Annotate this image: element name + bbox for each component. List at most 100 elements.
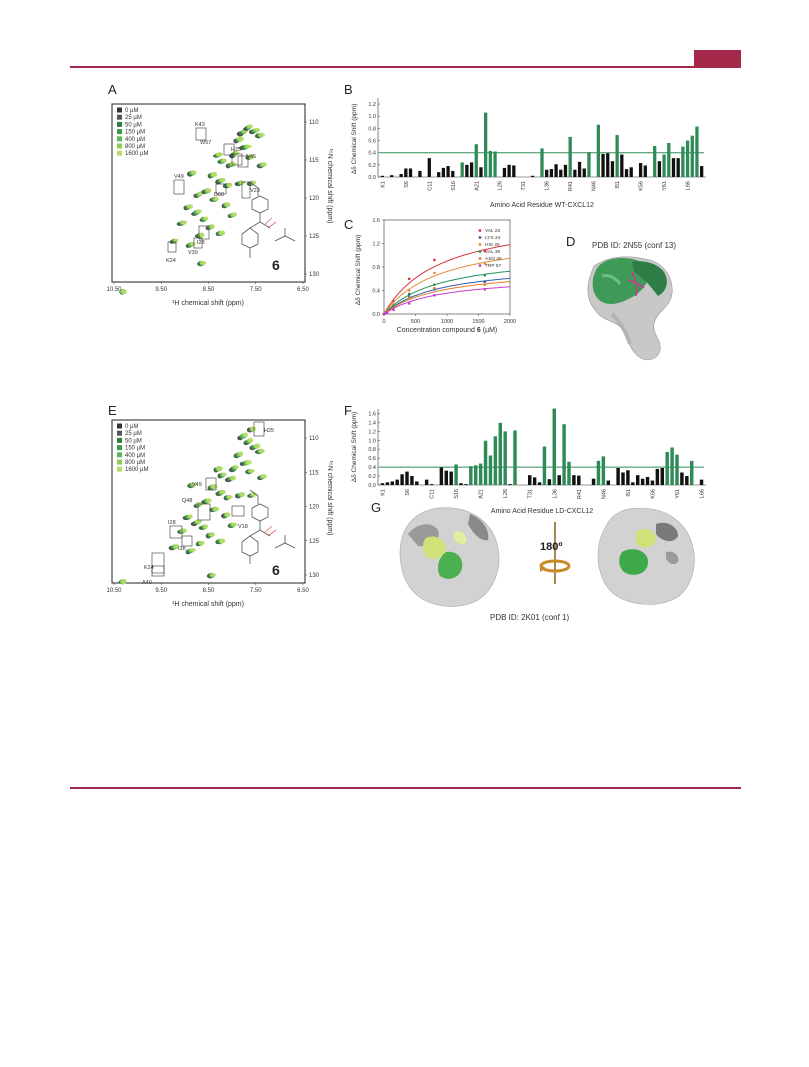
y-tick-label: 1.2: [368, 102, 376, 108]
y-tick-label: 1.0: [368, 438, 376, 444]
bar-residue-16: [454, 464, 458, 485]
data-point: [433, 271, 436, 275]
bar-residue-11: [427, 158, 431, 177]
y-tick-label: 0.0: [368, 483, 376, 489]
nmr-peak: [180, 220, 188, 225]
bar-chart-b: 0.0 0.2 0.4 0.6 0.8 1.0 1.2 K1 S6 C11 S16 A21 L26 T3…: [351, 98, 706, 209]
nmr-peak: [225, 202, 231, 207]
nmr-peak: [258, 449, 265, 453]
peak-label: V23: [250, 188, 260, 194]
bar-residue-59: [665, 451, 669, 485]
panel-letter-e: E: [108, 403, 117, 418]
peak-box: [205, 477, 217, 491]
peak-box: [181, 535, 193, 547]
x-axis-label: ¹H chemical shift (ppm): [172, 601, 244, 608]
nmr-peak: [200, 261, 207, 265]
legend-label: VAL 39: [485, 249, 501, 255]
peak-label: V39: [188, 250, 198, 256]
legend-swatch: [117, 430, 122, 436]
x-tick-label: 500: [411, 319, 420, 325]
bar-residue-25: [493, 151, 497, 177]
legend-label: 400 µM: [125, 453, 145, 459]
bar-residue-61: [675, 454, 679, 485]
y-tick-label: 115: [309, 470, 319, 476]
x-tick-label: 7.50: [250, 287, 262, 293]
x-tick-label: L66: [700, 489, 706, 498]
peak-box: [173, 179, 185, 195]
bar-residue-28: [513, 430, 517, 485]
legend-swatch: [117, 136, 122, 142]
nmr-peak: [214, 197, 219, 201]
peak-box: [223, 143, 235, 156]
bar-residue-28: [507, 164, 511, 177]
nmr-peak: [231, 212, 237, 217]
x-axis-label: Amino Acid Residue WT-CXCL12: [490, 202, 594, 209]
peak-label: H25: [231, 147, 241, 153]
nmr-peak: [216, 466, 224, 471]
bar-residue-67: [690, 135, 694, 177]
bar-residue-25: [498, 422, 502, 485]
y-tick-label: 0.0: [368, 175, 376, 181]
nmr-peak: [210, 532, 215, 537]
bar-residue-24: [493, 436, 498, 485]
nmr-peak: [239, 492, 246, 497]
peak-label: K24: [144, 565, 154, 571]
bar-residue-65: [681, 146, 685, 177]
nmr-peak: [210, 573, 216, 577]
peak-box: [151, 565, 165, 577]
panel-letter-b: B: [344, 82, 353, 97]
legend-swatch: [117, 437, 122, 443]
x-tick-label: A21: [479, 489, 485, 499]
y-axis-label: Δδ Chemical Shift (ppm): [351, 104, 358, 174]
data-point: [407, 289, 411, 292]
legend-swatch: [117, 466, 122, 472]
x-tick-label: 2000: [504, 319, 516, 325]
data-point: [483, 273, 487, 277]
x-tick-label: 10.50: [106, 588, 122, 594]
x-tick-label: L66: [686, 181, 692, 190]
rotation-label: 180º: [540, 541, 562, 553]
data-point: [483, 249, 487, 253]
peak-label: I38: [178, 546, 186, 552]
fit-curve-4: [383, 281, 511, 315]
nmr-peak: [211, 484, 218, 489]
peak-box: [169, 525, 183, 539]
legend-marker: [478, 257, 482, 260]
peak-label: A40: [142, 580, 152, 586]
bar-residue-22: [479, 167, 483, 177]
y-tick-label: 0.0: [372, 312, 380, 318]
nmr-peak: [254, 443, 261, 449]
nmr-peak: [206, 498, 212, 503]
y-axis-label: ¹⁵N chemical shift (ppm): [326, 461, 333, 536]
bar-residue-31: [528, 475, 532, 485]
legend-marker: [478, 243, 482, 246]
bottom-rule: [70, 787, 741, 789]
legend-label: 800 µM: [125, 144, 145, 150]
legend-swatch: [117, 121, 122, 127]
nmr-peak: [248, 155, 255, 159]
bar-residue-14: [441, 167, 446, 177]
nmr-peak: [199, 232, 205, 238]
x-tick-label: K56: [650, 489, 656, 499]
x-axis-label: Amino Acid Residue LD-CXCL12: [491, 508, 593, 515]
bar-residue-60: [657, 161, 662, 177]
y-tick-label: 0.6: [368, 139, 376, 145]
nmr-peak: [121, 289, 127, 294]
nmr-peak: [187, 204, 194, 209]
bar-residue-40: [572, 475, 576, 485]
bar-residue-50: [610, 161, 615, 177]
bar-residue-36: [552, 408, 556, 485]
nmr-peak: [206, 188, 212, 193]
legend-label: 800 µM: [125, 460, 145, 466]
x-tick-label: S16: [451, 181, 457, 191]
nmr-peak: [189, 548, 196, 552]
bar-residue-41: [568, 136, 572, 177]
nmr-peak: [226, 495, 233, 499]
nmr-peak: [254, 127, 261, 132]
bar-residue-18: [460, 162, 464, 177]
bar-residue-3: [390, 481, 394, 485]
y-tick-label: 115: [309, 158, 319, 164]
bar-residue-33: [530, 175, 535, 177]
legend-swatch: [117, 423, 122, 429]
bar-residue-68: [695, 126, 699, 177]
